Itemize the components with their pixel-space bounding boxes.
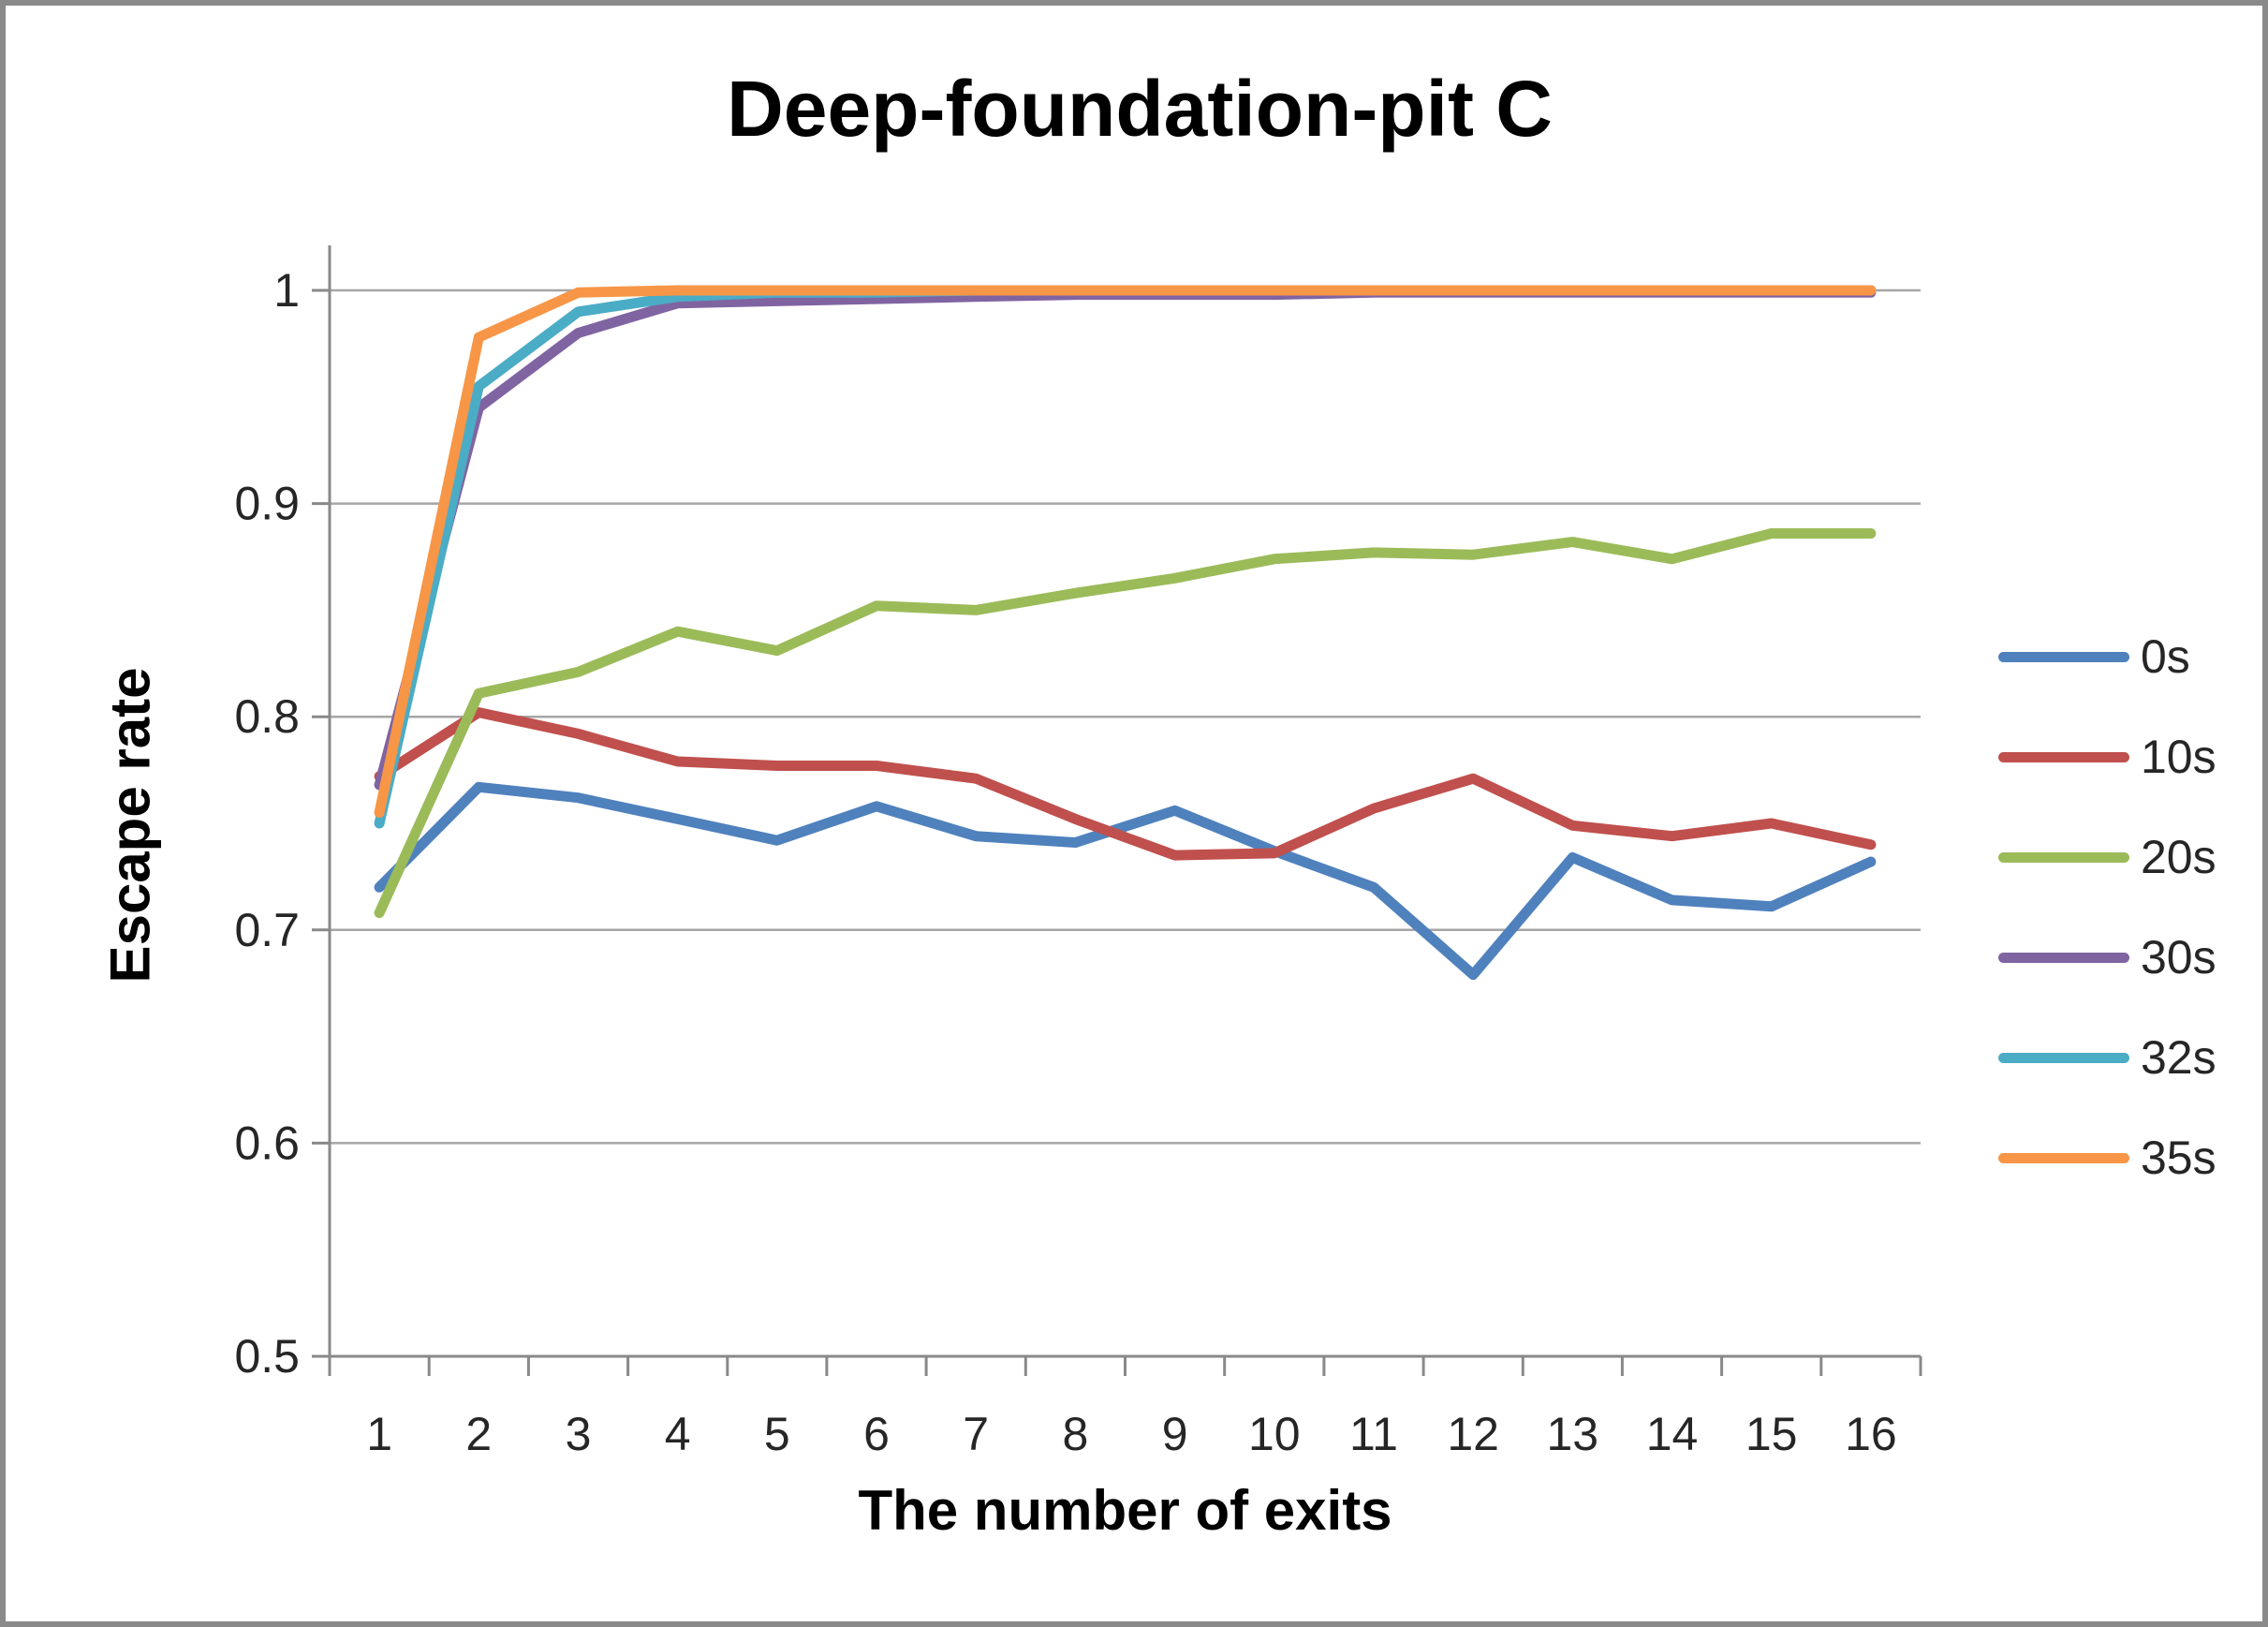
series-line-0s — [374, 781, 1877, 981]
legend-label: 0s — [2141, 630, 2190, 683]
x-tick-label: 14 — [1646, 1408, 1699, 1460]
x-tick-label: 10 — [1248, 1408, 1301, 1460]
x-tick-label: 7 — [963, 1408, 989, 1460]
legend-line-swatch — [1998, 851, 2129, 863]
legend-item-32s: 32s — [1998, 1034, 2216, 1081]
x-tick-label: 4 — [665, 1408, 691, 1460]
legend-item-20s: 20s — [1998, 834, 2216, 880]
legend-line-swatch — [1998, 1052, 2129, 1063]
x-axis-title: The number of exits — [858, 1479, 1392, 1542]
legend-item-10s: 10s — [1998, 733, 2216, 780]
x-tick-label: 16 — [1845, 1408, 1897, 1460]
legend-line-swatch — [1998, 751, 2129, 762]
x-tick-label: 15 — [1745, 1408, 1798, 1460]
y-tick-label: 0.5 — [234, 1330, 300, 1383]
series-line-10s — [374, 707, 1877, 861]
plot-area: 0.50.60.70.80.911 2 3 4 5 6 7 8 9 10 11 12 13 14 15 16 — [234, 245, 1922, 1460]
y-tick-label: 0.9 — [234, 478, 300, 530]
legend-label: 30s — [2141, 931, 2216, 984]
chart-title: Deep-foundation-pit C — [727, 65, 1553, 153]
legend-item-30s: 30s — [1998, 934, 2216, 981]
x-tick-label: 12 — [1447, 1408, 1499, 1460]
legend-item-35s: 35s — [1998, 1134, 2216, 1181]
x-tick-label: 6 — [863, 1408, 890, 1460]
series-line-20s — [374, 528, 1877, 919]
series-line-35s — [374, 285, 1877, 819]
series-line-30s — [374, 287, 1877, 791]
x-tick-label: 9 — [1162, 1408, 1188, 1460]
x-tick-label: 3 — [566, 1408, 592, 1460]
x-tick-label: 1 — [366, 1408, 392, 1460]
legend-label: 10s — [2141, 731, 2216, 783]
y-tick-label: 0.8 — [234, 690, 300, 743]
legend-line-swatch — [1998, 952, 2129, 963]
legend-label: 20s — [2141, 831, 2216, 883]
legend-label: 35s — [2141, 1132, 2216, 1184]
y-axis-title: Escape rate — [98, 667, 162, 984]
legend-line-swatch — [1998, 651, 2129, 662]
y-tick-label: 1 — [273, 264, 300, 317]
y-tick-label: 0.7 — [234, 904, 300, 956]
x-tick-label: 5 — [764, 1408, 790, 1460]
y-tick-label: 0.6 — [234, 1117, 300, 1169]
legend-line-swatch — [1998, 1152, 2129, 1163]
x-tick-label: 11 — [1349, 1408, 1398, 1460]
x-tick-label: 2 — [465, 1408, 492, 1460]
legend: 0s 10s 20s 30s 32s 35s — [1998, 633, 2216, 1181]
legend-item-0s: 0s — [1998, 633, 2216, 680]
legend-label: 32s — [2141, 1031, 2216, 1084]
x-tick-label: 13 — [1546, 1408, 1598, 1460]
x-tick-label: 8 — [1062, 1408, 1088, 1460]
